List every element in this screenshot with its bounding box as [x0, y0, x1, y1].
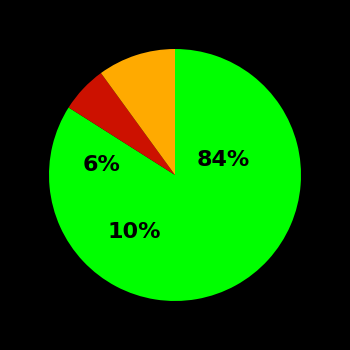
Text: 6%: 6% — [83, 155, 121, 175]
Wedge shape — [69, 73, 175, 175]
Text: 10%: 10% — [108, 222, 161, 242]
Wedge shape — [101, 49, 175, 175]
Wedge shape — [49, 49, 301, 301]
Text: 84%: 84% — [196, 150, 250, 170]
